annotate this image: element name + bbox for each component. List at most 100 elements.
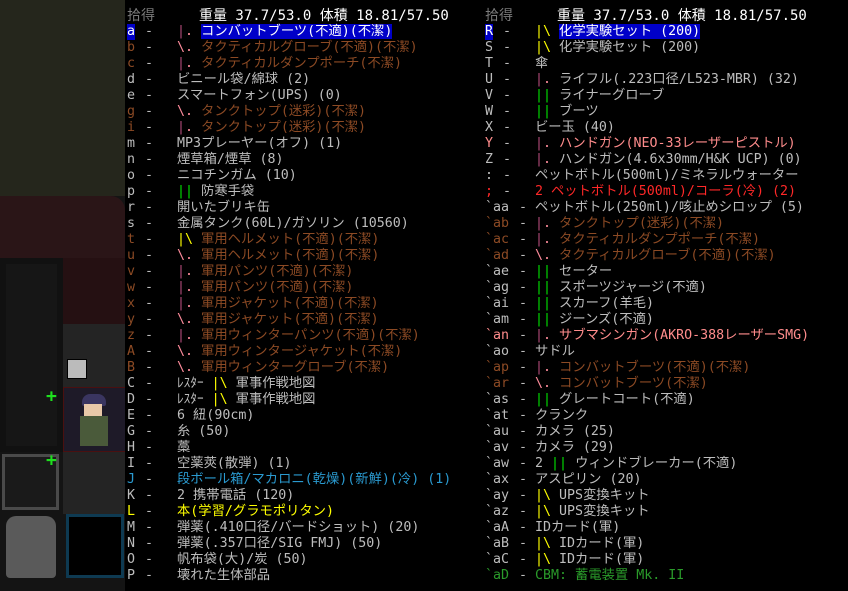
item-hotkey[interactable]: o <box>127 168 136 183</box>
separator-dash: - <box>145 328 154 343</box>
item-hotkey[interactable]: `av <box>485 440 510 455</box>
item-hotkey[interactable]: n <box>127 152 136 167</box>
item-hotkey[interactable]: Z <box>485 152 494 167</box>
item-hotkey[interactable]: i <box>127 120 136 135</box>
separator-dash: - <box>503 72 512 87</box>
item-hotkey[interactable]: `ae <box>485 264 510 279</box>
item-name: 軍用ウィンタージャケット(不潔) <box>201 344 403 359</box>
item-hotkey[interactable]: c <box>127 56 136 71</box>
item-hotkey[interactable]: `as <box>485 392 510 407</box>
item-hotkey[interactable]: C <box>127 376 136 391</box>
item-name: スマートフォン(UPS) (0) <box>177 88 342 103</box>
item-hotkey[interactable]: b <box>127 40 136 55</box>
item-hotkey[interactable]: `ai <box>485 296 510 311</box>
item-hotkey[interactable]: x <box>127 296 136 311</box>
item-condition-mark: |\ <box>535 24 552 39</box>
item-content: 弾薬(.357口径/SIG FMJ) (50) <box>177 536 382 552</box>
item-condition-mark: \. <box>177 360 194 375</box>
item-hotkey[interactable]: `ar <box>485 376 510 391</box>
item-hotkey[interactable]: `aB <box>485 536 510 551</box>
separator-dash: - <box>519 568 528 583</box>
item-hotkey[interactable]: s <box>127 216 136 231</box>
item-hotkey[interactable]: `ac <box>485 232 510 247</box>
item-hotkey[interactable]: K <box>127 488 136 503</box>
item-hotkey[interactable]: z <box>127 328 136 343</box>
separator-dash: - <box>519 424 528 439</box>
item-condition-mark: || <box>535 88 552 103</box>
item-hotkey[interactable]: V <box>485 88 494 103</box>
item-hotkey[interactable]: A <box>127 344 136 359</box>
item-hotkey[interactable]: S <box>485 40 494 55</box>
item-hotkey[interactable]: p <box>127 184 136 199</box>
item-hotkey[interactable]: ; <box>485 184 494 199</box>
item-hotkey[interactable]: J <box>127 472 136 487</box>
item-hotkey[interactable]: D <box>127 392 136 407</box>
item-content: || ライナーグローブ <box>535 88 664 104</box>
item-content: カメラ (25) <box>535 424 615 440</box>
item-content: |\ UPS変換キット <box>535 504 650 520</box>
item-condition-mark: \. <box>535 248 552 263</box>
item-hotkey[interactable]: E <box>127 408 136 423</box>
item-hotkey[interactable]: X <box>485 120 494 135</box>
item-hotkey[interactable]: `aD <box>485 568 510 583</box>
item-content: \. 軍用ウィンターグローブ(不潔) <box>177 360 389 376</box>
player-avatar[interactable] <box>63 387 125 452</box>
separator-dash: - <box>145 568 154 583</box>
wall-red <box>0 196 125 258</box>
item-hotkey[interactable]: B <box>127 360 136 375</box>
item-hotkey[interactable]: P <box>127 568 136 583</box>
item-hotkey[interactable]: e <box>127 88 136 103</box>
item-hotkey[interactable]: U <box>485 72 494 87</box>
item-hotkey[interactable]: `aC <box>485 552 510 567</box>
item-hotkey[interactable]: y <box>127 312 136 327</box>
item-hotkey[interactable]: `aa <box>485 200 510 215</box>
item-hotkey[interactable]: W <box>485 104 494 119</box>
item-hotkey[interactable]: a <box>127 24 136 40</box>
item-hotkey[interactable]: `aw <box>485 456 510 471</box>
separator-dash: - <box>519 280 528 295</box>
item-hotkey[interactable]: `az <box>485 504 510 519</box>
item-hotkey[interactable]: `ag <box>485 280 510 295</box>
item-hotkey[interactable]: I <box>127 456 136 471</box>
item-hotkey[interactable]: d <box>127 72 136 87</box>
item-hotkey[interactable]: w <box>127 280 136 295</box>
item-hotkey[interactable]: N <box>127 536 136 551</box>
separator-dash: - <box>145 536 154 551</box>
item-hotkey[interactable]: `ao <box>485 344 510 359</box>
item-hotkey[interactable]: `aA <box>485 520 510 535</box>
item-content: |. 軍用ジャケット(不適)(不潔) <box>177 296 379 312</box>
item-hotkey[interactable]: `am <box>485 312 510 327</box>
item-hotkey[interactable]: `ay <box>485 488 510 503</box>
item-hotkey[interactable]: u <box>127 248 136 263</box>
weight-volume-stats: 重量 37.7/53.0 体積 18.81/57.50 <box>557 8 807 24</box>
item-hotkey[interactable]: Y <box>485 136 494 151</box>
item-content: 開いたブリキ缶 <box>177 200 270 216</box>
item-hotkey[interactable]: m <box>127 136 136 151</box>
item-hotkey[interactable]: R <box>485 24 494 40</box>
item-content: || スポーツジャージ(不適) <box>535 280 707 296</box>
item-hotkey[interactable]: H <box>127 440 136 455</box>
item-hotkey[interactable]: M <box>127 520 136 535</box>
item-hotkey[interactable]: t <box>127 232 136 247</box>
item-hotkey[interactable]: `at <box>485 408 510 423</box>
item-hotkey[interactable]: g <box>127 104 136 119</box>
item-hotkey[interactable]: G <box>127 424 136 439</box>
item-hotkey[interactable]: : <box>485 168 494 183</box>
item-content: 2 || ウィンドブレーカー(不適) <box>535 456 737 472</box>
item-content: |. タンクトップ(迷彩)(不潔) <box>535 216 724 232</box>
item-hotkey[interactable]: L <box>127 504 136 519</box>
item-hotkey[interactable]: T <box>485 56 494 71</box>
item-hotkey[interactable]: `ad <box>485 248 510 263</box>
item-hotkey[interactable]: O <box>127 552 136 567</box>
item-content: |. タクティカルダンプポーチ(不潔) <box>177 56 402 72</box>
item-hotkey[interactable]: `ap <box>485 360 510 375</box>
item-hotkey[interactable]: `au <box>485 424 510 439</box>
item-content: 2 ペットボトル(500ml)/コーラ(冷) (2) <box>535 184 796 200</box>
item-name: 傘 <box>535 56 549 71</box>
item-hotkey[interactable]: `ax <box>485 472 510 487</box>
item-hotkey[interactable]: r <box>127 200 136 215</box>
item-hotkey[interactable]: `ab <box>485 216 510 231</box>
item-name: タクティカルダンプポーチ(不潔) <box>559 232 761 247</box>
item-hotkey[interactable]: `an <box>485 328 510 343</box>
item-hotkey[interactable]: v <box>127 264 136 279</box>
